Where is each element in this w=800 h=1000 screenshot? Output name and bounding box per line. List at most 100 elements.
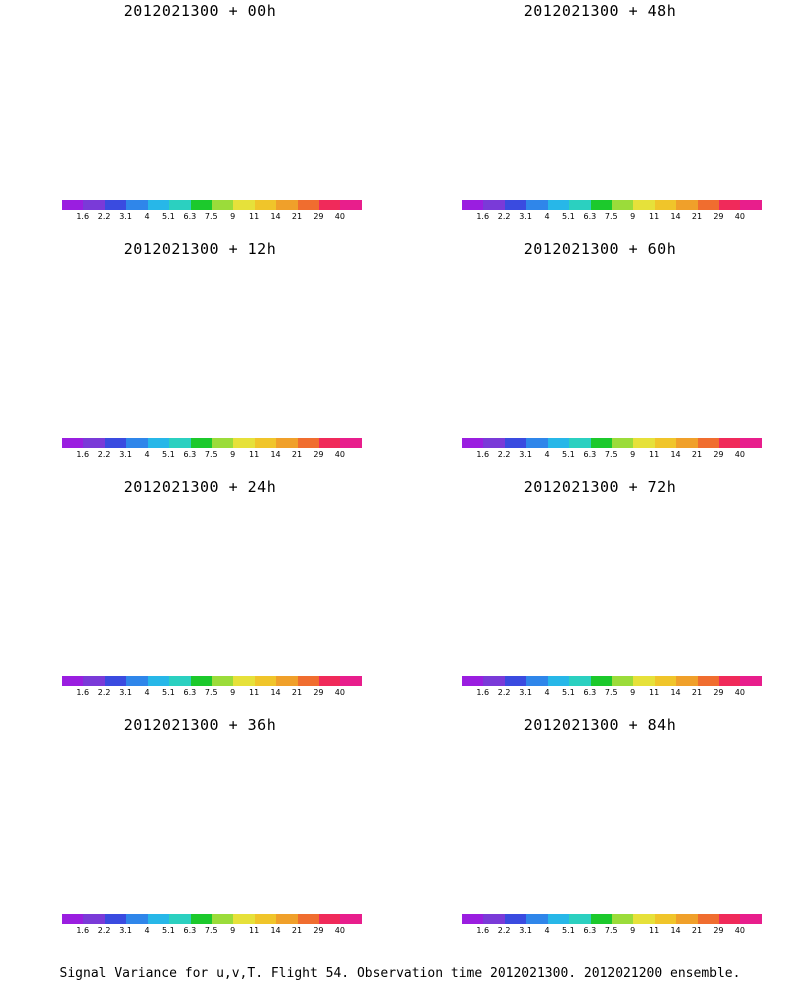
colorbar-tick-label: 9 [230,688,236,697]
colorbar [62,200,362,210]
colorbar-tick-label: 21 [291,926,303,935]
colorbar-swatch [740,914,762,924]
colorbar-tick-label: 2.2 [97,450,111,459]
colorbar-swatch [233,676,255,686]
colorbar-swatch [169,438,191,448]
variance-map [420,22,780,197]
colorbar-swatch [190,676,212,686]
colorbar-swatch [211,438,234,448]
colorbar-swatch [276,914,298,924]
colorbar-swatch [483,438,505,448]
colorbar-swatch [276,438,298,448]
colorbar-swatch [547,200,570,210]
colorbar-tick-label: 29 [313,212,324,221]
colorbar-swatch [104,676,127,686]
colorbar-tick-label: 1.6 [476,212,490,221]
colorbar-labels: 1.6 2.2 3.1 4 5.1 6.3 7.5 9 11 14 21 29 40 [462,212,762,224]
panel-title: 2012021300 + 00h [123,2,277,20]
colorbar-labels: 1.6 2.2 3.1 4 5.1 6.3 7.5 9 11 14 21 29 40 [62,212,362,224]
colorbar-swatch [483,914,505,924]
colorbar [462,914,762,924]
colorbar-tick-label: 1.6 [476,450,490,459]
colorbar-tick-label: 14 [670,212,681,221]
colorbar [462,676,762,686]
colorbar-swatch [676,438,698,448]
colorbar-tick-label: 5.1 [162,688,175,697]
map-panel: 2012021300 + 24h 1.6 2.2 3.1 4 5.1 6.3 7.5 9 11 14… [0,476,400,721]
colorbar-swatch [654,914,677,924]
colorbar-swatch [190,914,212,924]
colorbar-swatch [319,438,341,448]
colorbar-tick-label: 3.1 [519,688,532,697]
colorbar-swatch [211,914,234,924]
colorbar-swatch [462,676,484,686]
colorbar-tick-label: 4 [544,450,550,459]
colorbar-swatch [654,438,677,448]
variance-map [420,260,780,435]
colorbar [62,914,362,924]
colorbar-swatch [633,914,655,924]
colorbar [462,200,762,210]
colorbar-swatch [319,200,341,210]
colorbar-tick-label: 4 [544,926,550,935]
colorbar-labels: 1.6 2.2 3.1 4 5.1 6.3 7.5 9 11 14 21 29 40 [462,450,762,462]
colorbar-swatch [126,914,148,924]
colorbar-swatch [190,438,212,448]
colorbar-tick-label: 7.5 [604,688,618,697]
colorbar [62,438,362,448]
colorbar-swatch [462,200,484,210]
colorbar-tick-label: 4 [144,926,150,935]
colorbar-tick-label: 21 [691,450,703,459]
colorbar-swatch [83,438,105,448]
panel-title: 2012021300 + 48h [523,2,677,20]
colorbar-swatch [233,200,255,210]
colorbar-tick-label: 21 [691,926,703,935]
colorbar-swatch [590,438,612,448]
colorbar-tick-label: 2.2 [497,212,511,221]
colorbar-tick-label: 6.3 [183,212,197,221]
colorbar-labels: 1.6 2.2 3.1 4 5.1 6.3 7.5 9 11 14 21 29 40 [62,688,362,700]
colorbar-swatch [462,438,484,448]
colorbar-swatch [254,200,277,210]
colorbar-swatch [104,438,127,448]
colorbar-swatch [569,676,591,686]
colorbar-tick-label: 1.6 [76,688,90,697]
colorbar-swatch [719,438,741,448]
colorbar-tick-label: 14 [670,450,681,459]
colorbar-swatch [719,914,741,924]
colorbar-swatch [147,676,170,686]
map-panel: 2012021300 + 36h 1.6 2.2 3.1 4 5.1 6.3 7.5 9 11 14… [0,714,400,959]
colorbar-swatch [504,438,527,448]
variance-map [420,498,780,673]
colorbar-tick-label: 7.5 [204,926,218,935]
colorbar-tick-label: 29 [313,926,324,935]
colorbar-swatch [697,914,720,924]
colorbar-swatch [547,676,570,686]
colorbar-tick-label: 6.3 [583,926,597,935]
colorbar-tick-label: 5.1 [562,450,575,459]
colorbar-swatch [147,438,170,448]
colorbar-swatch [340,438,362,448]
colorbar-swatch [169,676,191,686]
colorbar-tick-label: 40 [734,688,745,697]
colorbar-tick-label: 3.1 [519,212,532,221]
colorbar-swatch [740,200,762,210]
colorbar-tick-label: 6.3 [583,450,597,459]
colorbar-tick-label: 1.6 [76,926,90,935]
colorbar-swatch [297,438,320,448]
colorbar-swatch [697,438,720,448]
map-panel: 2012021300 + 00h 1.6 2.2 3.1 4 5.1 6.3 7.5 9 11 14… [0,0,400,245]
variance-map [420,736,780,911]
colorbar-tick-label: 3.1 [519,926,532,935]
colorbar [462,438,762,448]
colorbar-tick-label: 5.1 [562,212,575,221]
panel-title: 2012021300 + 12h [123,240,277,258]
colorbar-tick-label: 2.2 [97,688,111,697]
colorbar-tick-label: 3.1 [119,688,132,697]
colorbar-swatch [504,200,527,210]
colorbar-swatch [547,438,570,448]
colorbar-tick-label: 9 [230,212,236,221]
colorbar-tick-label: 1.6 [476,926,490,935]
colorbar-tick-label: 9 [630,688,636,697]
colorbar-tick-label: 5.1 [562,926,575,935]
